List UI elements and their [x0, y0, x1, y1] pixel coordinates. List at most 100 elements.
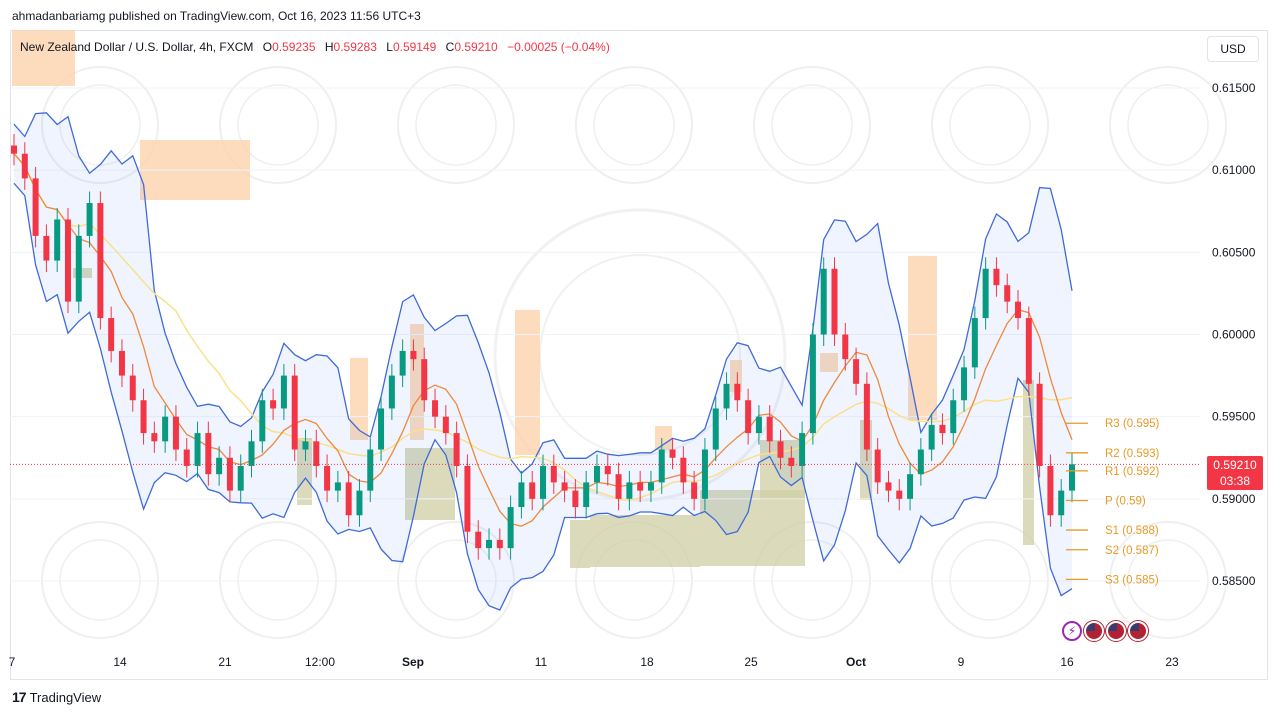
- candle-down: [313, 429, 320, 478]
- candle-up: [755, 405, 762, 445]
- change-value: −0.00025 (−0.04%): [507, 40, 610, 54]
- candle-down: [745, 388, 752, 445]
- candle-down: [842, 322, 849, 371]
- candle-up: [54, 207, 61, 273]
- pivot-label: S2 (0.587): [1105, 545, 1159, 557]
- x-tick-label: 14: [113, 655, 127, 669]
- candle-down: [1036, 372, 1043, 478]
- candle-down: [680, 446, 687, 494]
- x-tick-label: 12:00: [305, 655, 335, 669]
- y-tick-label: 0.60000: [1212, 328, 1256, 342]
- open-label: O: [262, 40, 273, 54]
- candle-up: [799, 421, 806, 478]
- supply-zone: [12, 30, 75, 86]
- demand-zone: [73, 268, 92, 278]
- candle-up: [723, 372, 730, 420]
- candle-down: [151, 421, 158, 453]
- y-tick-label: 0.61000: [1212, 163, 1256, 177]
- candle-down: [270, 388, 277, 420]
- watermark-seal: [1109, 66, 1227, 184]
- last-price-value: 0.59210: [1213, 458, 1257, 472]
- candle-up: [388, 364, 395, 420]
- candle-up: [518, 470, 525, 519]
- candle-down: [993, 257, 1000, 297]
- pivot-label: S1 (0.588): [1105, 525, 1159, 537]
- candle-down: [410, 339, 417, 371]
- candle-up: [237, 454, 244, 503]
- candle-up: [907, 462, 914, 511]
- candle-up: [356, 479, 363, 527]
- candle-up: [399, 339, 406, 388]
- candle-down: [97, 191, 104, 330]
- demand-zone: [700, 490, 805, 566]
- candle-up: [194, 421, 201, 478]
- candle-up: [583, 470, 590, 519]
- watermark-seal: [931, 66, 1049, 184]
- x-tick-label: 11: [535, 655, 548, 669]
- candle-up: [647, 470, 654, 503]
- supply-zone: [350, 358, 368, 440]
- x-tick-label: 7: [9, 655, 16, 669]
- candle-down: [432, 388, 439, 429]
- candle-down: [896, 479, 903, 511]
- candle-down: [561, 470, 568, 503]
- candle-up: [507, 495, 514, 560]
- candle-down: [863, 372, 870, 462]
- high-label: H: [324, 40, 334, 54]
- supply-demand-zones: [12, 30, 1034, 568]
- candle-up: [950, 388, 957, 445]
- pivot-label: R1 (0.592): [1105, 466, 1160, 478]
- y-axis: 0.61500 0.61000 0.60500 0.60000 0.59500 0.590…: [1212, 81, 1256, 588]
- candle-up: [1069, 452, 1075, 503]
- y-tick-label: 0.58500: [1212, 574, 1256, 588]
- candle-down: [604, 454, 611, 486]
- us-flag-icon[interactable]: [1128, 621, 1148, 641]
- candle-down: [118, 339, 125, 388]
- pivot-levels: R3 (0.595) R2 (0.593) R1 (0.592) P (0.59) S1…: [1066, 418, 1160, 586]
- candle-down: [453, 421, 460, 478]
- watermark-seal: [1109, 521, 1227, 639]
- candle-down: [550, 454, 557, 494]
- candle-up: [248, 429, 255, 478]
- demand-zone: [1023, 380, 1034, 545]
- candle-down: [615, 462, 622, 511]
- tradingview-footer[interactable]: 17 TradingView: [12, 689, 101, 705]
- candle-down: [637, 470, 644, 503]
- x-tick-label: 16: [1060, 655, 1074, 669]
- demand-zone: [590, 515, 700, 567]
- bolt-icon[interactable]: ⚡: [1062, 621, 1082, 641]
- candle-down: [442, 405, 449, 445]
- watermark-layer: [41, 66, 1227, 639]
- bollinger-lower-line: [13, 182, 1073, 611]
- currency-button[interactable]: USD: [1207, 36, 1259, 62]
- candle-down: [529, 470, 536, 511]
- open-value: 0.59235: [272, 40, 316, 54]
- watermark-seal: [397, 521, 515, 639]
- us-flag-icon[interactable]: [1084, 621, 1104, 641]
- candle-up: [280, 364, 287, 420]
- watermark-seal: [41, 521, 159, 639]
- watermark-seal: [219, 66, 337, 184]
- pivot-label: R3 (0.595): [1105, 418, 1160, 430]
- bollinger-band-fill: [14, 112, 1072, 611]
- candle-down: [939, 413, 946, 445]
- x-tick-label: 23: [1165, 655, 1179, 669]
- candle-up: [961, 355, 968, 412]
- pivot-label: P (0.59): [1105, 495, 1146, 507]
- us-flag-icon[interactable]: [1106, 621, 1126, 641]
- publisher-caption: ahmadanbariamg published on TradingView.…: [12, 9, 421, 23]
- pivot-label: R2 (0.593): [1105, 448, 1160, 460]
- bollinger-upper-line: [13, 112, 1073, 475]
- candle-up: [712, 396, 719, 462]
- candle-up: [820, 257, 827, 347]
- candle-down: [874, 438, 881, 494]
- candle-down: [1015, 290, 1022, 330]
- candle-up: [75, 224, 82, 314]
- low-value: 0.59149: [392, 40, 437, 54]
- candle-down: [496, 528, 503, 560]
- grid-lines: [10, 87, 1200, 582]
- x-tick-label: 25: [744, 655, 758, 669]
- candle-down: [21, 142, 28, 190]
- candle-down: [129, 364, 136, 412]
